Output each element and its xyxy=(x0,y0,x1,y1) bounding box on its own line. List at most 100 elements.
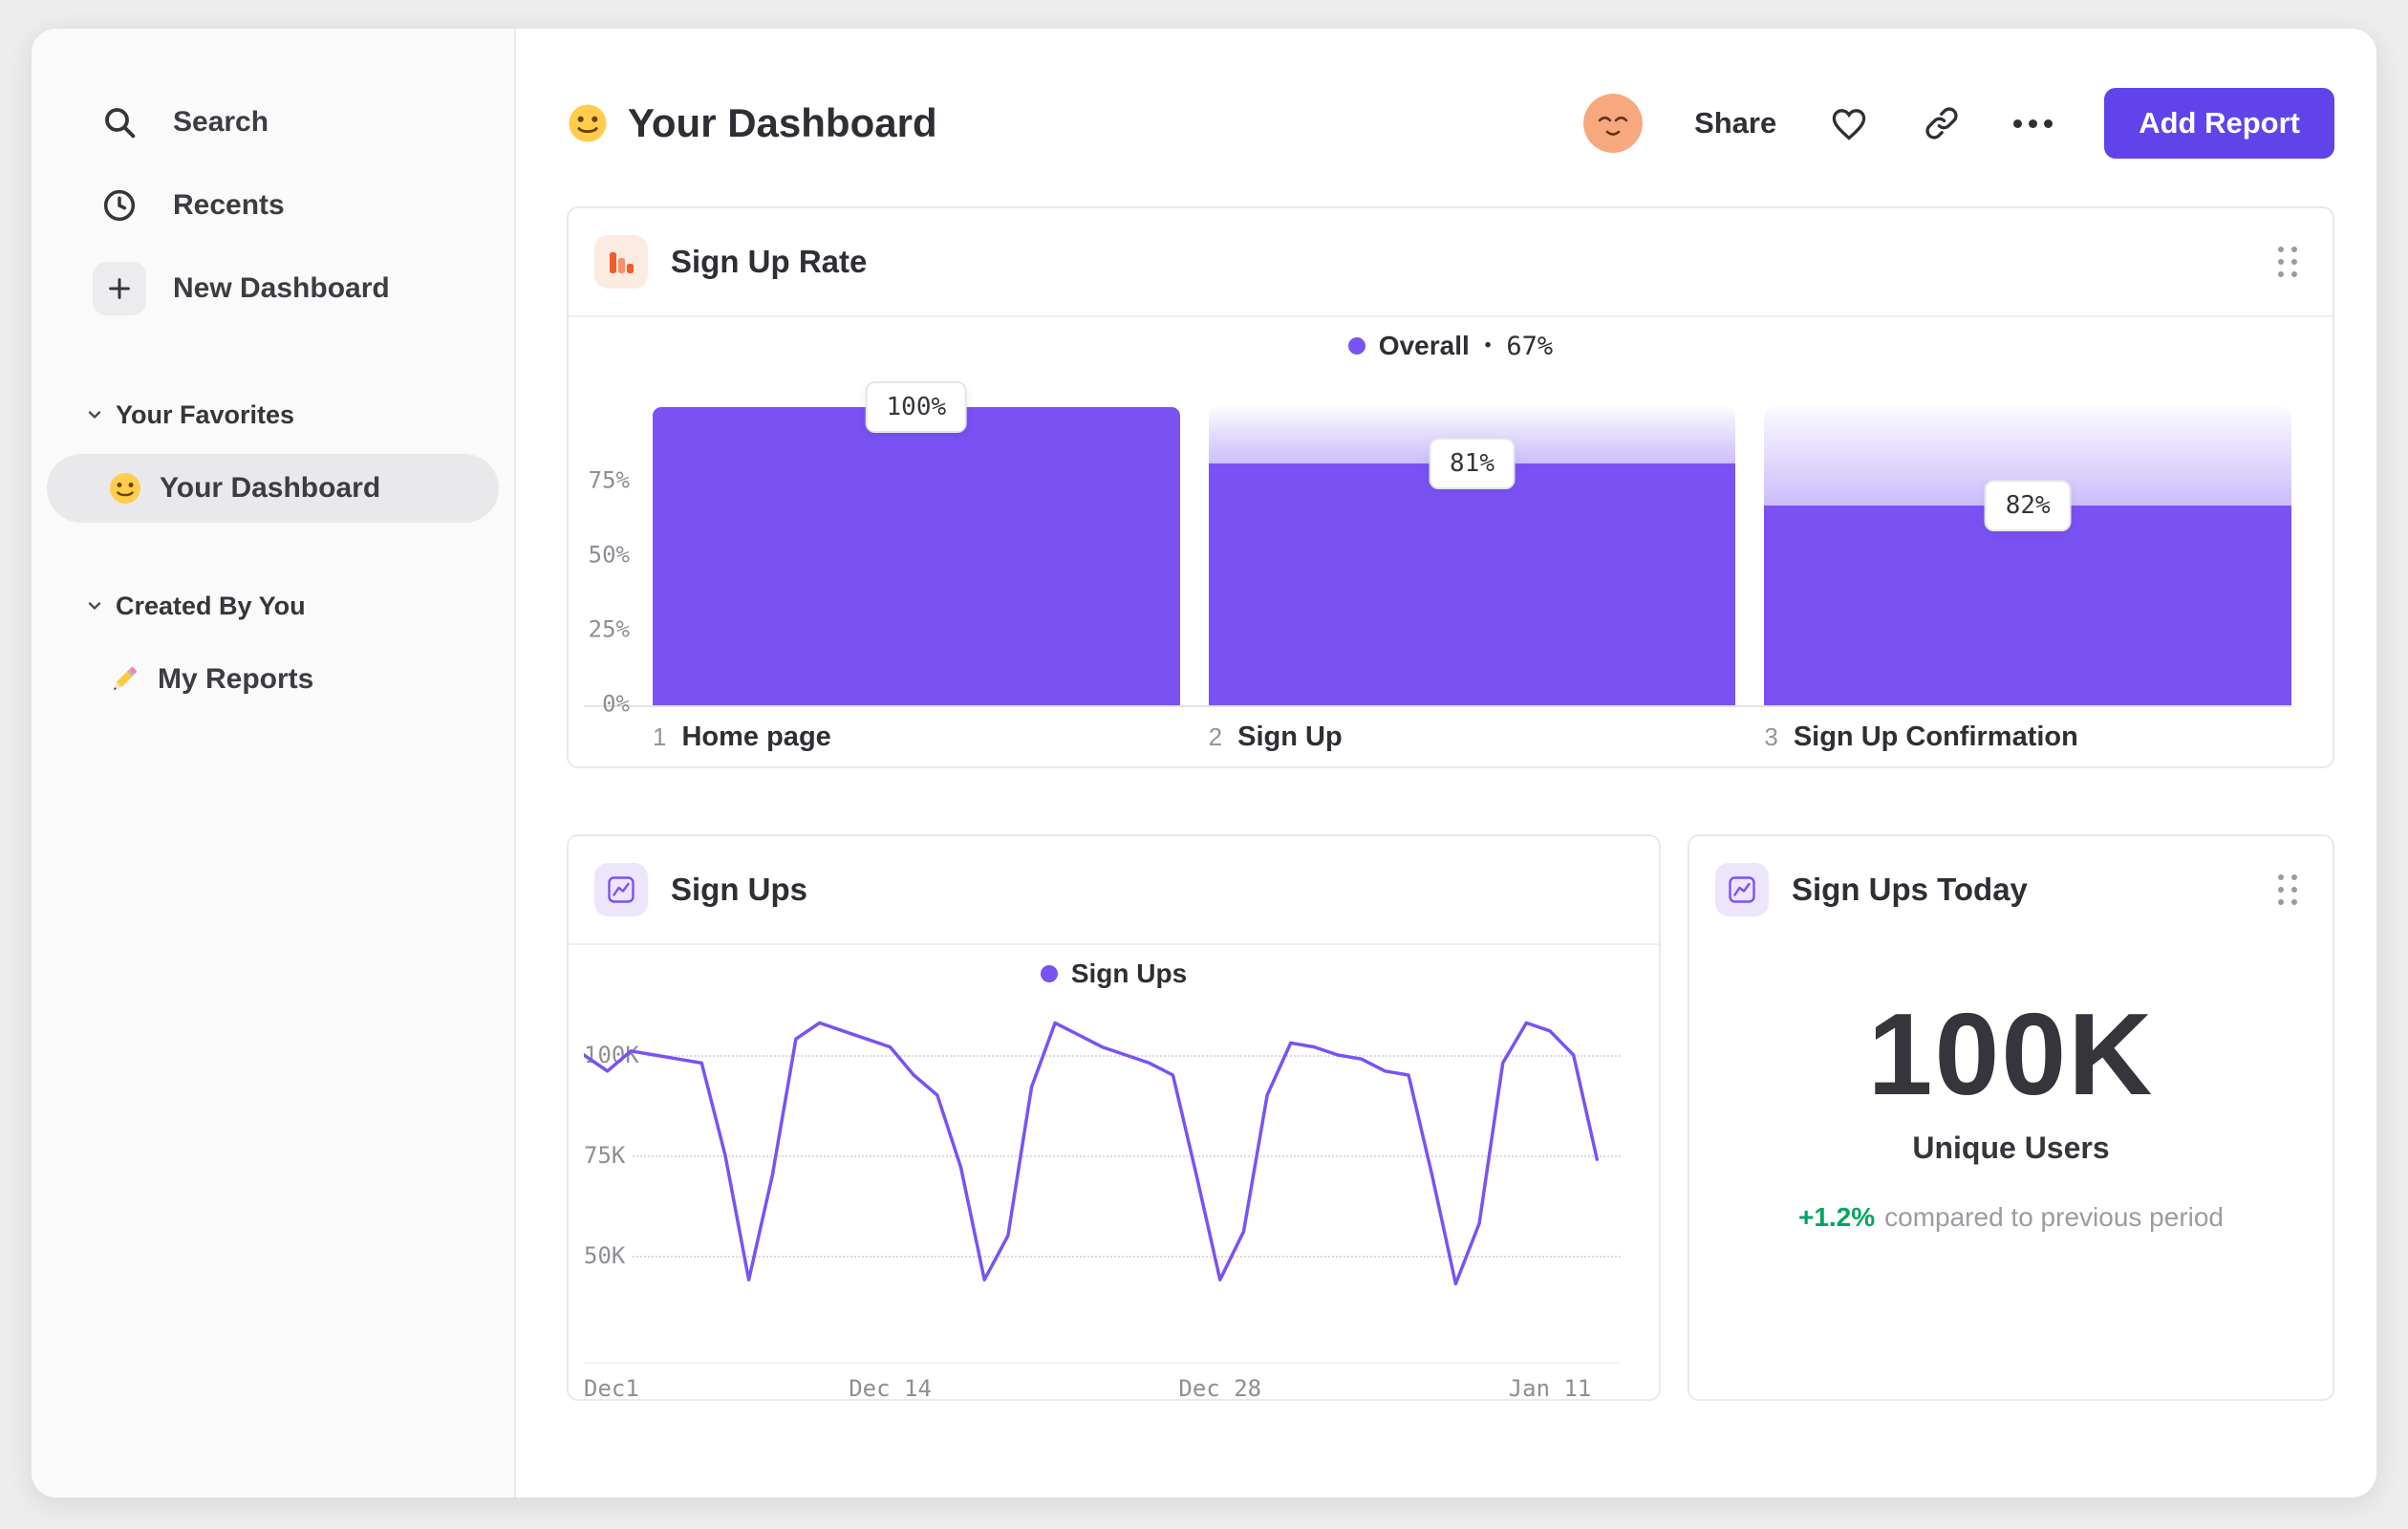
bar-value-badge: 100% xyxy=(865,381,968,433)
section-toggle-created-by-you[interactable]: Created By You xyxy=(32,582,514,630)
drag-handle-icon[interactable] xyxy=(2278,874,2298,905)
funnel-bar[interactable]: 82% xyxy=(1764,407,2292,705)
funnel-chart: 75% 50% 25% 0% 100% 81% 82% xyxy=(584,381,2292,718)
legend-label: Overall xyxy=(1378,331,1470,360)
legend-row: Overall • 67% xyxy=(569,317,2333,375)
x-axis-tick: Dec1 xyxy=(584,1375,639,1402)
card-sign-up-rate: Sign Up Rate Overall • 67% 75% 50% 25% 0% 1… xyxy=(567,206,2334,768)
legend-row: Sign Ups xyxy=(569,945,1659,1002)
card-header: Sign Ups xyxy=(569,836,1659,945)
section-title: Your Favorites xyxy=(116,399,295,429)
dashboard-title-group: Your Dashboard xyxy=(567,100,937,146)
sidebar-item-my-reports[interactable]: My Reports xyxy=(47,645,499,714)
sidebar-item-new-dashboard[interactable]: New Dashboard xyxy=(47,255,499,322)
funnel-bar-fill xyxy=(1764,407,2292,705)
kpi-delta-row: +1.2% compared to previous period xyxy=(1689,1202,2333,1233)
main-content: Your Dashboard Share Add Report xyxy=(516,29,2376,1497)
drag-handle-icon[interactable] xyxy=(2278,247,2298,277)
bottom-row: Sign Ups Sign Ups 100K 75K 50K Dec1 Dec 14 D… xyxy=(567,834,2334,1402)
dashboard-header: Your Dashboard Share Add Report xyxy=(567,86,2334,161)
funnel-step-name: Home page xyxy=(681,721,831,752)
kpi-label: Unique Users xyxy=(1912,1131,2110,1166)
card-sign-ups-today: Sign Ups Today 100K Unique Users +1.2% co… xyxy=(1688,834,2334,1401)
funnel-step-labels: 1 Home page 2 Sign Up 3 Sign Up Confirmation xyxy=(584,707,2291,766)
section-your-favorites: Your Favorites Your Dashboard xyxy=(32,391,514,523)
sidebar-item-search[interactable]: Search xyxy=(47,89,499,156)
funnel-y-axis: 75% 50% 25% 0% xyxy=(584,407,630,718)
y-axis-tick: 75K xyxy=(584,1140,634,1171)
chevron-down-icon xyxy=(85,405,104,424)
card-header: Sign Up Rate xyxy=(569,208,2333,317)
funnel-y-tick: 0% xyxy=(602,690,630,718)
funnel-step-number: 3 xyxy=(1764,721,1778,751)
funnel-y-tick: 25% xyxy=(588,615,630,643)
funnel-bar-solid xyxy=(1764,505,2292,705)
section-created-by-you: Created By You My Reports xyxy=(32,582,514,714)
card-header: Sign Ups Today xyxy=(1689,836,2333,943)
section-title: Created By You xyxy=(116,591,306,620)
funnel-step-number: 1 xyxy=(653,721,667,751)
legend-dot xyxy=(1347,337,1365,355)
funnel-step-label: 3 Sign Up Confirmation xyxy=(1764,721,2291,753)
page-title: Your Dashboard xyxy=(628,100,937,145)
funnel-y-tick: 75% xyxy=(588,466,630,494)
funnel-bars: 100% 81% 82% xyxy=(653,381,2292,705)
header-actions: Share Add Report xyxy=(1583,88,2334,159)
sidebar-item-label: Your Dashboard xyxy=(160,472,381,504)
funnel-step-label: 2 Sign Up xyxy=(1209,721,1736,753)
pencil-emoji-icon xyxy=(108,663,140,696)
more-options-icon[interactable] xyxy=(2013,118,2053,128)
sidebar-nav: Search Recents New Dashboard xyxy=(32,89,514,322)
sidebar-item-recents[interactable]: Recents xyxy=(47,172,499,239)
sidebar-item-label: Recents xyxy=(173,189,285,221)
x-axis-tick: Dec 14 xyxy=(849,1375,932,1402)
funnel-step-number: 2 xyxy=(1208,721,1223,751)
funnel-step-label: 1 Home page xyxy=(653,721,1180,753)
legend-item-sign-ups[interactable]: Sign Ups xyxy=(1040,958,1187,989)
app-window: Search Recents New Dashboard xyxy=(32,29,2376,1497)
search-icon xyxy=(93,96,146,149)
funnel-bar[interactable]: 100% xyxy=(653,381,1180,705)
funnel-bar[interactable]: 81% xyxy=(1208,407,1736,705)
legend-separator: • xyxy=(1484,335,1492,355)
add-report-button[interactable]: Add Report xyxy=(2104,88,2334,159)
sidebar-item-label: New Dashboard xyxy=(173,272,390,304)
card-sign-ups: Sign Ups Sign Ups 100K 75K 50K Dec1 Dec 14 D… xyxy=(567,834,1661,1402)
sidebar: Search Recents New Dashboard xyxy=(32,29,516,1497)
funnel-step-name: Sign Up Confirmation xyxy=(1793,721,2078,752)
funnel-bar-fill xyxy=(653,407,1180,705)
signups-line[interactable] xyxy=(584,1012,1621,1356)
avatar[interactable] xyxy=(1583,94,1644,153)
legend-item-overall[interactable]: Overall • 67% xyxy=(1347,331,1554,361)
bar-value-badge: 81% xyxy=(1429,438,1516,490)
share-button[interactable]: Share xyxy=(1694,106,1777,140)
card-title[interactable]: Sign Ups xyxy=(671,872,808,907)
smiley-emoji-icon xyxy=(108,471,142,506)
gridline xyxy=(584,1055,1621,1057)
sidebar-item-your-dashboard[interactable]: Your Dashboard xyxy=(47,454,499,523)
gridline xyxy=(584,1256,1621,1258)
section-toggle-your-favorites[interactable]: Your Favorites xyxy=(32,391,514,439)
x-axis-tick: Jan 11 xyxy=(1508,1375,1592,1402)
plus-icon xyxy=(93,262,146,315)
y-axis-tick: 50K xyxy=(584,1240,634,1271)
smiley-emoji-icon xyxy=(567,102,609,144)
kpi-delta-value: +1.2% xyxy=(1797,1202,1876,1233)
heart-icon[interactable] xyxy=(1828,102,1870,144)
funnel-bar-solid xyxy=(653,407,1180,705)
kpi-value: 100K xyxy=(1867,989,2155,1119)
sidebar-item-label: Search xyxy=(173,106,269,138)
funnel-chart-icon xyxy=(594,235,648,289)
line-chart-icon xyxy=(1715,863,1769,916)
gridline xyxy=(584,1155,1621,1157)
bar-value-badge: 82% xyxy=(1984,479,2072,531)
clock-icon xyxy=(93,179,146,232)
funnel-bar-fill xyxy=(1208,407,1736,705)
legend-value: 67% xyxy=(1506,331,1554,361)
funnel-bar-solid xyxy=(1208,463,1736,705)
link-icon[interactable] xyxy=(1922,103,1962,143)
card-title[interactable]: Sign Up Rate xyxy=(671,244,868,279)
card-title[interactable]: Sign Ups Today xyxy=(1792,872,2028,907)
funnel-step-name: Sign Up xyxy=(1237,721,1343,752)
legend-dot xyxy=(1040,965,1058,982)
